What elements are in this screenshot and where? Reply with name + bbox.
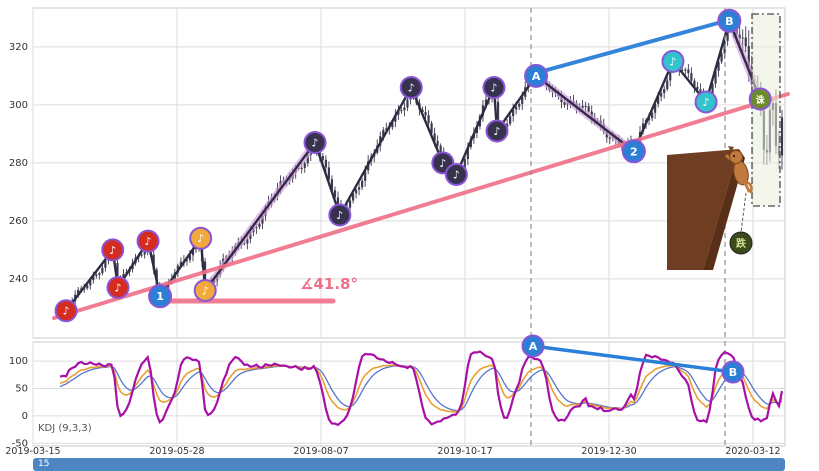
kdj-indicator-label: KDJ (9,3,3) [38, 423, 92, 434]
kdj-divergence-label: B [729, 366, 737, 379]
pivot-marker-note[interactable]: ♪ [328, 203, 352, 227]
pivot-marker-note[interactable]: ♪ [485, 119, 509, 143]
time-range-slider[interactable]: 15 [33, 458, 785, 471]
chart-canvas: 240 260 280 300 320 -50 0 50 100 2019-03-15 2019-0… [5, 7, 790, 457]
kdj-divergence-marker [521, 334, 545, 358]
pivot-marker-label: 诛 [756, 94, 765, 106]
axis-labels: 240 260 280 300 320 -50 0 50 100 2019-03-15 2019-0… [5, 42, 780, 457]
kdj-lines [59, 350, 784, 427]
pivot-marker-note[interactable]: ♪ [106, 276, 130, 300]
pivot-marker-note[interactable]: ♪ [193, 278, 217, 302]
date-tick-label: 2019-03-15 [5, 446, 60, 457]
pivot-marker-note[interactable]: ♪ [303, 131, 327, 155]
pivot-marker-label: ♪ [145, 235, 152, 248]
pivot-marker-B[interactable]: B [717, 8, 742, 33]
highlight-box[interactable] [751, 13, 781, 207]
pivot-marker-label: ♪ [63, 305, 70, 318]
pivot-marker-label: ♪ [408, 81, 415, 94]
pivot-marker-note[interactable]: ♪ [189, 226, 213, 250]
a-b-trend-line[interactable] [534, 18, 731, 75]
date-tick-label: 2019-10-17 [437, 446, 492, 457]
pivot-marker-label: ♪ [703, 96, 710, 109]
pivot-marker-note[interactable]: ♪ [694, 90, 718, 114]
dog-tail [744, 180, 753, 194]
pivot-marker-label: ♪ [336, 209, 343, 222]
kdj-tick-label: -50 [12, 438, 28, 449]
date-tick-label: 2019-08-07 [293, 446, 348, 457]
pivot-marker-label: B [725, 15, 733, 28]
hanging-string [740, 192, 747, 233]
pivot-marker-label: ♪ [669, 55, 676, 68]
pivot-marker-诛[interactable]: 诛 [748, 87, 772, 111]
date-tick-label: 2019-12-30 [581, 446, 636, 457]
pivot-marker-2[interactable]: 2 [621, 139, 646, 164]
kdj-d-line [59, 365, 783, 412]
price-tick-label: 320 [9, 42, 28, 53]
pivot-marker-label: A [532, 70, 541, 83]
cliff-dog-illustration: 跌 [667, 146, 753, 270]
kdj-tick-label: 0 [22, 411, 28, 422]
pivot-marker-label: ♪ [197, 232, 204, 245]
pivot-marker-label: ♪ [311, 137, 318, 150]
pivot-marker-note[interactable]: ♪ [444, 162, 468, 186]
pivot-marker-label: 1 [156, 290, 164, 303]
pivot-marker-1[interactable]: 1 [148, 284, 173, 309]
pivot-marker-label: ♪ [493, 125, 500, 138]
kdj-tick-label: 50 [15, 384, 28, 395]
slider-range-label: 15 [38, 459, 50, 469]
kdj-k-line [59, 363, 783, 413]
kdj-divergence[interactable]: AB [521, 334, 745, 384]
pivot-marker-label: ♪ [109, 244, 116, 257]
kdj-tick-label: 100 [9, 356, 28, 367]
cliff-shape [667, 149, 739, 270]
kdj-j-line [59, 350, 784, 427]
pivot-markers[interactable]: ♪ ♪ ♪ ♪ 1 ♪ ♪ ♪ ♪ ♪ ♪ ♪ ♪ ♪ A 2 ♪ ♪ B 诛 [54, 8, 772, 323]
price-tick-label: 260 [9, 216, 28, 227]
uptrend-line[interactable] [52, 92, 790, 320]
pivot-marker-label: ♪ [202, 284, 209, 297]
price-tick-label: 240 [9, 274, 28, 285]
pivot-marker-label: 2 [630, 145, 638, 158]
pivot-marker-note[interactable]: ♪ [399, 75, 423, 99]
date-tick-label: 2020-03-12 [725, 446, 780, 457]
pivot-marker-note[interactable]: ♪ [136, 229, 160, 253]
cliff-face [703, 149, 745, 270]
dog-hind-leg [742, 179, 751, 193]
price-tick-label: 300 [9, 100, 28, 111]
kdj-divergence-marker [721, 360, 745, 384]
kdj-divergence-label: A [529, 340, 538, 353]
dog-ear [728, 146, 734, 152]
dog-eye [732, 154, 736, 158]
price-tick-label: 280 [9, 158, 28, 169]
pivot-marker-note[interactable]: ♪ [661, 49, 685, 73]
pivot-marker-label: ♪ [490, 81, 497, 94]
pivot-marker-note[interactable]: ♪ [101, 238, 125, 262]
dog-head [729, 150, 743, 164]
pivot-marker-note[interactable]: ♪ [54, 299, 78, 323]
kdj-a-b-line [531, 344, 735, 374]
pivot-marker-label: ♪ [114, 282, 121, 295]
pivot-marker-label: ♪ [453, 168, 460, 181]
fall-ball [729, 231, 753, 255]
fall-ball-label: 跌 [736, 237, 747, 250]
pivot-marker-A[interactable]: A [524, 63, 549, 88]
date-tick-label: 2019-05-28 [149, 446, 204, 457]
pivot-marker-label: ♪ [439, 157, 446, 170]
pivot-marker-note[interactable]: ♪ [482, 75, 506, 99]
trend-lines[interactable] [52, 18, 790, 320]
angle-annotation: ∡41.8° [300, 275, 358, 293]
